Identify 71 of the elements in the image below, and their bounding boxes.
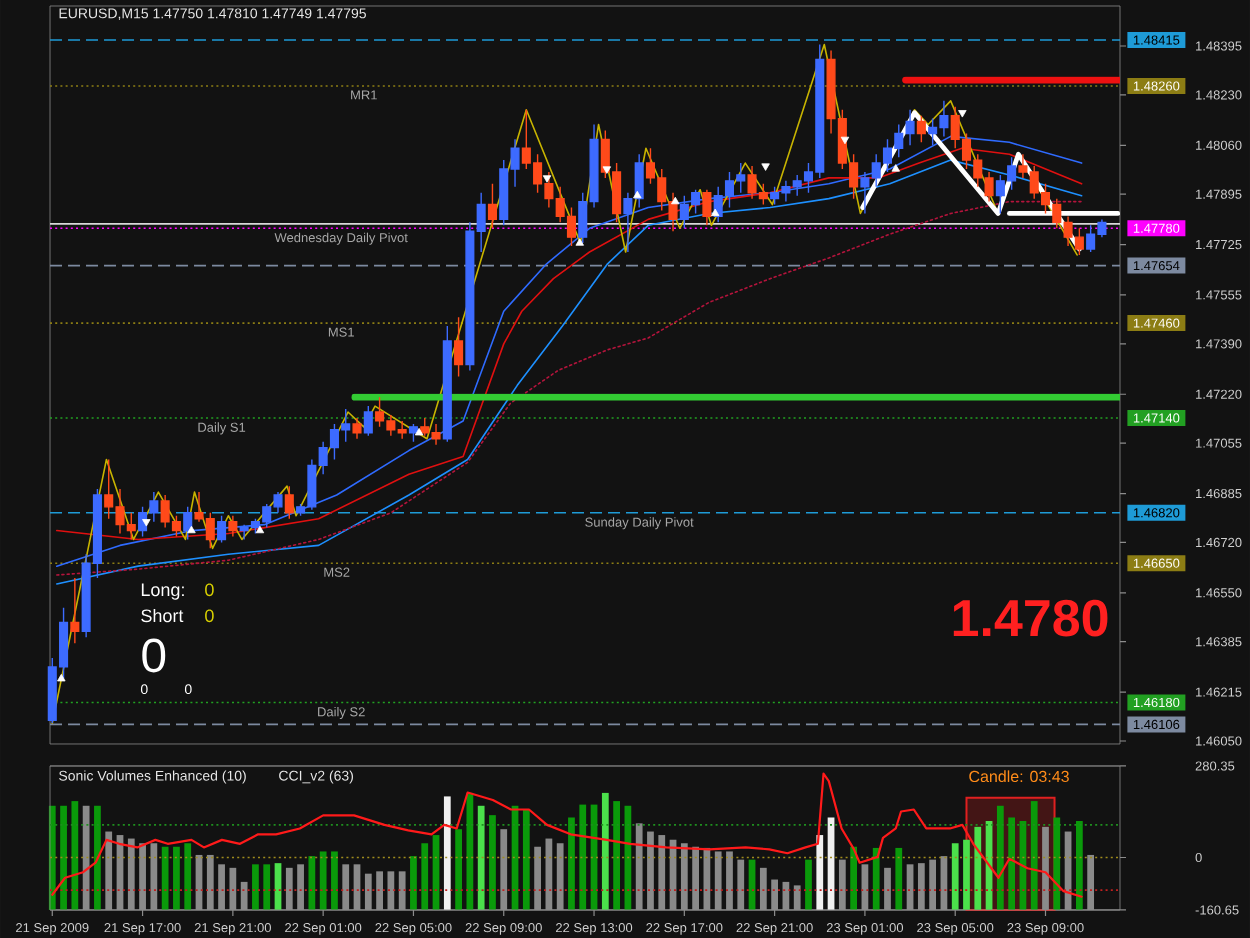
bar bbox=[173, 846, 180, 910]
candlestick bbox=[487, 183, 497, 229]
annotation: Long: bbox=[141, 583, 184, 600]
point bbox=[671, 196, 680, 205]
candlestick bbox=[217, 515, 227, 544]
point bbox=[255, 525, 265, 534]
bar bbox=[601, 792, 609, 910]
bar bbox=[1053, 817, 1061, 910]
point bbox=[542, 175, 552, 183]
bar bbox=[850, 846, 858, 910]
point bbox=[891, 164, 900, 172]
bar bbox=[974, 826, 982, 910]
bar bbox=[568, 817, 575, 910]
bar bbox=[252, 864, 259, 910]
point bbox=[57, 673, 66, 682]
bar bbox=[489, 815, 496, 910]
bar bbox=[613, 801, 620, 910]
annotation: 0 bbox=[142, 638, 166, 673]
candlestick bbox=[284, 485, 294, 520]
candlestick bbox=[408, 423, 418, 443]
bar bbox=[308, 856, 316, 910]
bar bbox=[477, 805, 485, 910]
bar bbox=[94, 805, 101, 910]
bar bbox=[1075, 821, 1083, 910]
bar bbox=[184, 843, 192, 910]
bar bbox=[1030, 801, 1038, 910]
candlestick bbox=[702, 189, 712, 227]
annotation: 1.4780 bbox=[953, 599, 1108, 637]
bar bbox=[71, 801, 79, 910]
bar bbox=[895, 847, 903, 910]
bar bbox=[161, 846, 169, 910]
point bbox=[840, 136, 850, 145]
candlestick bbox=[363, 405, 373, 437]
candlestick bbox=[228, 515, 238, 538]
bar bbox=[331, 851, 338, 910]
point bbox=[187, 525, 196, 534]
bar bbox=[996, 805, 1004, 910]
annotation: Candle: 03:43 bbox=[969, 770, 1069, 783]
bar bbox=[60, 805, 67, 910]
bar bbox=[443, 796, 451, 910]
point bbox=[602, 166, 612, 174]
point bbox=[958, 110, 967, 118]
bar bbox=[872, 847, 880, 910]
bar bbox=[579, 804, 587, 910]
point bbox=[633, 190, 642, 199]
point bbox=[414, 427, 424, 436]
candlestick bbox=[623, 192, 633, 253]
bar bbox=[263, 864, 271, 910]
bar bbox=[816, 835, 824, 910]
candlestick bbox=[442, 325, 452, 443]
candlestick bbox=[70, 577, 80, 644]
bar bbox=[805, 859, 812, 910]
point bbox=[710, 208, 720, 217]
bar bbox=[466, 792, 474, 910]
bar bbox=[421, 843, 429, 910]
point bbox=[575, 238, 584, 246]
bar bbox=[522, 809, 530, 910]
annotation: 0 bbox=[205, 583, 214, 597]
candlestick bbox=[454, 316, 464, 378]
bar bbox=[951, 843, 959, 910]
point bbox=[142, 519, 151, 527]
annotation: Short bbox=[141, 608, 184, 623]
bar bbox=[963, 839, 970, 910]
point bbox=[761, 163, 770, 171]
bar bbox=[1008, 817, 1016, 910]
candlestick bbox=[352, 417, 362, 440]
annotation: 0 bbox=[205, 609, 214, 623]
bar bbox=[319, 851, 327, 910]
bar bbox=[410, 856, 417, 910]
candlestick bbox=[916, 114, 926, 144]
bar bbox=[455, 829, 462, 910]
